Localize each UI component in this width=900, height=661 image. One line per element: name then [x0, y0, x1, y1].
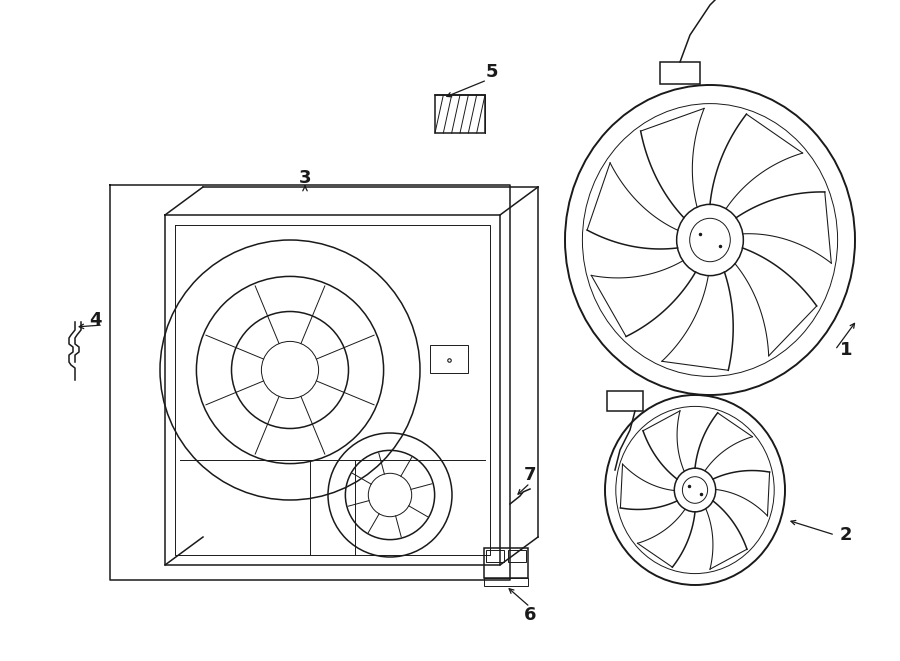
Bar [508, 550, 526, 562]
Text: 7: 7 [524, 466, 536, 484]
Bar [660, 62, 700, 84]
Bar [484, 548, 528, 578]
Text: 5: 5 [486, 63, 499, 81]
Text: 6: 6 [524, 606, 536, 624]
Text: 3: 3 [299, 169, 311, 187]
Bar [607, 391, 643, 411]
Bar [435, 95, 485, 133]
Text: 1: 1 [840, 341, 852, 359]
Bar [484, 578, 528, 586]
Text: 4: 4 [89, 311, 101, 329]
Bar [430, 345, 468, 373]
Text: 2: 2 [840, 526, 852, 544]
Bar [486, 550, 504, 562]
